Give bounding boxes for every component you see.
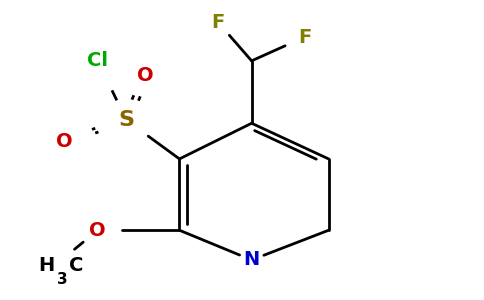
Text: S: S — [119, 110, 135, 130]
Text: Cl: Cl — [87, 51, 108, 70]
Text: N: N — [243, 250, 260, 269]
Text: F: F — [212, 13, 225, 32]
Text: O: O — [90, 221, 106, 240]
Text: 3: 3 — [57, 272, 67, 287]
Text: H: H — [38, 256, 54, 275]
Text: C: C — [69, 256, 83, 275]
Text: O: O — [56, 132, 72, 151]
Text: O: O — [137, 66, 154, 85]
Text: F: F — [298, 28, 311, 46]
